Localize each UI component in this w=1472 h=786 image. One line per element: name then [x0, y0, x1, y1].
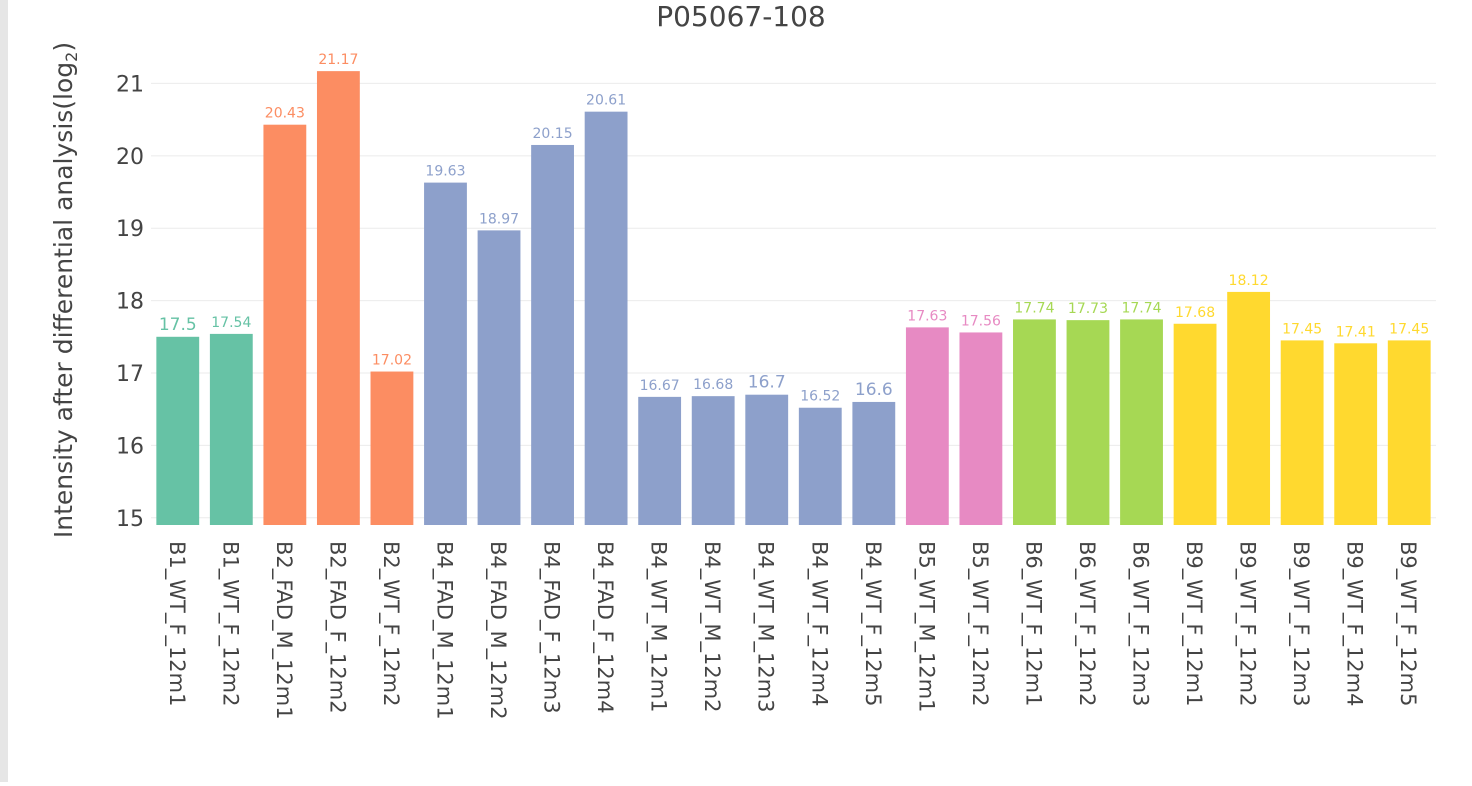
data-label: 17.74: [1121, 300, 1161, 316]
bar: [531, 144, 574, 525]
x-tick-label: B5_WT_M_12m1: [913, 541, 938, 713]
data-label: 17.54: [211, 315, 251, 331]
y-tick-label: 17: [116, 362, 144, 387]
x-axis-ticks: B1_WT_F_12m1 B1_WT_F_12m2 B2_FAD_M_12m1 B2_…: [164, 541, 1420, 720]
chart-title: P05067-108: [656, 0, 826, 33]
bar: [959, 332, 1003, 525]
x-tick-label: B4_WT_M_12m1: [646, 541, 671, 713]
y-tick-label: 15: [116, 507, 144, 532]
data-label: 16.67: [640, 378, 680, 394]
bar: [798, 407, 842, 525]
data-label: 16.52: [800, 389, 840, 405]
data-label: 16.6: [855, 380, 893, 400]
y-axis-ticks: 15 16 17 18 19 20 21: [116, 72, 144, 531]
bar: [1120, 319, 1163, 525]
data-label: 17.56: [961, 313, 1001, 329]
data-label: 19.63: [425, 164, 465, 180]
data-label: 17.45: [1389, 321, 1429, 337]
y-tick-label: 18: [116, 290, 144, 315]
bars: [156, 71, 1431, 526]
bar: [1280, 340, 1324, 525]
bar: [852, 401, 896, 525]
bar: [1387, 340, 1431, 525]
bar: [1013, 319, 1056, 525]
y-axis-title: Intensity after differential analysis(lo…: [49, 42, 81, 538]
data-label: 17.73: [1068, 301, 1108, 317]
x-tick-label: B4_FAD_F_12m3: [539, 541, 564, 714]
x-tick-label: B1_WT_F_12m2: [217, 541, 242, 706]
x-tick-label: B9_WT_F_12m3: [1288, 541, 1313, 706]
x-tick-label: B9_WT_F_12m1: [1181, 541, 1206, 706]
y-tick-label: 16: [116, 434, 144, 459]
x-tick-label: B4_WT_F_12m5: [860, 541, 885, 706]
y-tick-label: 21: [116, 72, 144, 97]
data-labels: 17.5 17.54 20.43 21.17 17.02 19.63 18.97 20.15 2…: [159, 52, 1429, 405]
y-axis-title-subscript: 2: [62, 52, 81, 62]
data-label: 21.17: [318, 52, 358, 68]
data-label: 20.61: [586, 93, 626, 109]
gridlines: [151, 82, 1436, 519]
x-tick-label: B5_WT_F_12m2: [967, 541, 992, 706]
data-label: 20.43: [265, 106, 305, 122]
x-tick-label: B4_WT_M_12m3: [753, 541, 778, 713]
bar: [424, 182, 467, 525]
bar: [745, 394, 789, 525]
x-tick-label: B2_FAD_M_12m1: [271, 541, 296, 720]
bar: [1227, 291, 1271, 525]
data-label: 17.74: [1014, 300, 1054, 316]
x-tick-label: B9_WT_F_12m2: [1235, 541, 1260, 706]
y-axis-title-main: Intensity after differential analysis(lo…: [49, 62, 78, 538]
x-tick-label: B6_WT_F_12m1: [1020, 541, 1045, 706]
bar: [1066, 320, 1110, 525]
data-label: 17.68: [1175, 305, 1215, 321]
x-tick-label: B4_FAD_M_12m2: [485, 541, 510, 720]
bar: [370, 371, 414, 525]
y-tick-label: 20: [116, 145, 144, 170]
bar: [156, 336, 200, 525]
left-edge-strip: [0, 0, 8, 782]
x-tick-label: B1_WT_F_12m1: [164, 541, 189, 706]
x-tick-label: B2_FAD_F_12m2: [324, 541, 349, 714]
x-tick-label: B6_WT_F_12m3: [1128, 541, 1153, 706]
data-label: 17.45: [1282, 321, 1322, 337]
data-label: 17.5: [159, 315, 197, 335]
x-tick-label: B9_WT_F_12m4: [1342, 541, 1367, 706]
x-tick-label: B9_WT_F_12m5: [1395, 541, 1420, 706]
data-label: 20.15: [533, 126, 573, 142]
y-axis-title-close: ): [49, 42, 78, 52]
data-label: 18.97: [479, 211, 519, 227]
y-tick-label: 19: [116, 217, 144, 242]
x-tick-label: B4_WT_F_12m4: [806, 541, 831, 706]
data-label: 17.63: [907, 308, 947, 324]
bar: [1173, 323, 1217, 525]
bar: [316, 71, 360, 526]
bar: [638, 396, 682, 525]
x-tick-label: B2_WT_F_12m2: [378, 541, 403, 706]
data-label: 17.41: [1336, 324, 1376, 340]
bar: [691, 396, 735, 525]
bar: [905, 327, 949, 525]
data-label: 16.68: [693, 377, 733, 393]
bar: [263, 124, 307, 525]
bar: [1334, 343, 1378, 525]
bar: [209, 333, 253, 525]
x-tick-label: B4_FAD_M_12m1: [431, 541, 456, 720]
x-tick-label: B4_WT_M_12m2: [699, 541, 724, 713]
data-label: 17.02: [372, 353, 412, 369]
bar: [584, 111, 628, 525]
data-label: 18.12: [1229, 273, 1269, 289]
bar: [477, 230, 521, 525]
x-tick-label: B6_WT_F_12m2: [1074, 541, 1099, 706]
x-tick-label: B4_FAD_F_12m4: [592, 541, 617, 714]
data-label: 16.7: [748, 373, 786, 393]
